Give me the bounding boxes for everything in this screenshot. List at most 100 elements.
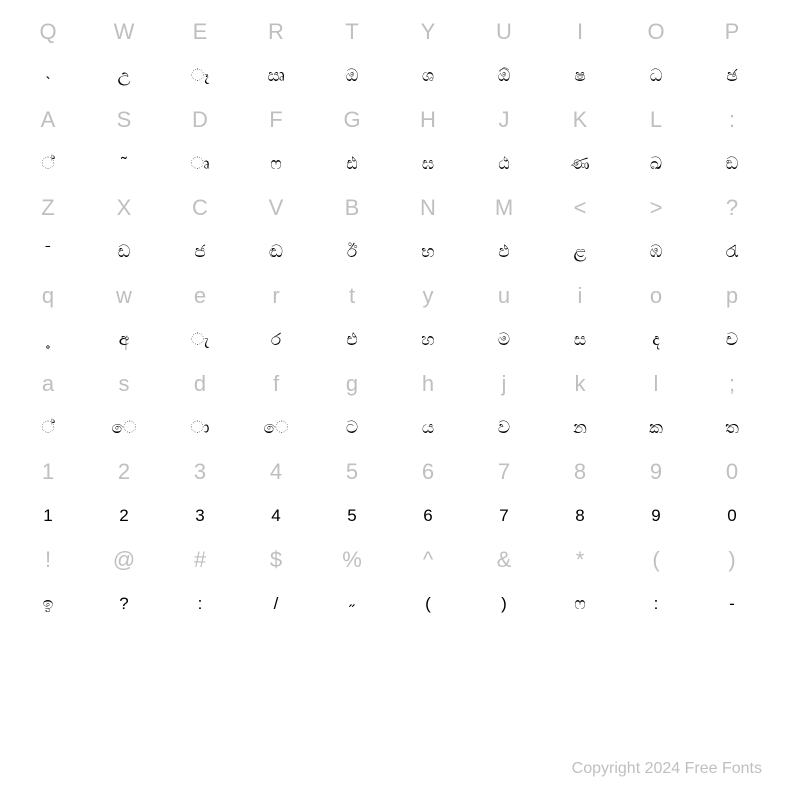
key-label: w (86, 274, 162, 318)
character-map-grid: QWERTYUIOP˴උෑඍඔශඕෂධඡASDFGHJKL:්˜ෘෆඪඝඨණඛඞ… (10, 0, 770, 626)
glyph-label: 8 (542, 494, 618, 538)
glyph-label: ම (466, 318, 542, 362)
glyph-label: ˳ (10, 318, 86, 362)
glyph-label: ව (466, 406, 542, 450)
key-label: R (238, 10, 314, 54)
glyph-label: - (694, 582, 770, 626)
key-label: 2 (86, 450, 162, 494)
key-label: 8 (542, 450, 618, 494)
key-label: 4 (238, 450, 314, 494)
key-label: O (618, 10, 694, 54)
key-label: a (10, 362, 86, 406)
glyph-label: : (618, 582, 694, 626)
glyph-label: ක (618, 406, 694, 450)
key-label: K (542, 98, 618, 142)
key-label: F (238, 98, 314, 142)
key-label: P (694, 10, 770, 54)
key-label: e (162, 274, 238, 318)
glyph-label: 3 (162, 494, 238, 538)
key-label: D (162, 98, 238, 142)
key-label: W (86, 10, 162, 54)
key-label: H (390, 98, 466, 142)
key-label: Y (390, 10, 466, 54)
glyph-label: ධ (618, 54, 694, 98)
key-label: 0 (694, 450, 770, 494)
glyph-label: ˜ (86, 142, 162, 186)
key-label: i (542, 274, 618, 318)
key-label: X (86, 186, 162, 230)
key-label: % (314, 538, 390, 582)
glyph-label: ඬ (238, 230, 314, 274)
glyph-label: 0 (694, 494, 770, 538)
glyph-label: ත (694, 406, 770, 450)
key-label: h (390, 362, 466, 406)
key-label: M (466, 186, 542, 230)
key-label: t (314, 274, 390, 318)
glyph-label: 1 (10, 494, 86, 538)
glyph-label: ා (162, 406, 238, 450)
key-label: f (238, 362, 314, 406)
key-label: r (238, 274, 314, 318)
key-label: d (162, 362, 238, 406)
glyph-label: ර (238, 318, 314, 362)
key-label: S (86, 98, 162, 142)
key-label: & (466, 538, 542, 582)
key-label: 9 (618, 450, 694, 494)
key-label: 5 (314, 450, 390, 494)
glyph-label: ˴ (10, 54, 86, 98)
glyph-label: ද (618, 318, 694, 362)
key-label: N (390, 186, 466, 230)
key-label: ! (10, 538, 86, 582)
key-label: 6 (390, 450, 466, 494)
glyph-label: ච (694, 318, 770, 362)
key-label: q (10, 274, 86, 318)
glyph-label: ් (10, 406, 86, 450)
glyph-label: ෑ (162, 54, 238, 98)
key-label: * (542, 538, 618, 582)
glyph-label: උ (86, 54, 162, 98)
glyph-label: ෘ (162, 142, 238, 186)
glyph-label: ? (86, 582, 162, 626)
key-label: @ (86, 538, 162, 582)
key-label: s (86, 362, 162, 406)
key-label: : (694, 98, 770, 142)
glyph-label: 6 (390, 494, 466, 538)
glyph-label: ෙ (238, 406, 314, 450)
glyph-label: ඹ (618, 230, 694, 274)
glyph-label: ඝ (390, 142, 466, 186)
glyph-label: ට (314, 406, 390, 450)
key-label: l (618, 362, 694, 406)
glyph-label: අ (86, 318, 162, 362)
key-label: ( (618, 538, 694, 582)
glyph-label: ැ (162, 318, 238, 362)
key-label: A (10, 98, 86, 142)
glyph-label: ඨ (466, 142, 542, 186)
key-label: g (314, 362, 390, 406)
glyph-label: ˶ (314, 582, 390, 626)
key-label: T (314, 10, 390, 54)
glyph-label: ණ (542, 142, 618, 186)
glyph-label: ) (466, 582, 542, 626)
key-label: L (618, 98, 694, 142)
glyph-label: භ (390, 230, 466, 274)
copyright-text: Copyright 2024 Free Fonts (572, 760, 762, 778)
key-label: y (390, 274, 466, 318)
glyph-label: / (238, 582, 314, 626)
glyph-label: ඞ (694, 142, 770, 186)
glyph-label: : (162, 582, 238, 626)
glyph-label: ජ (162, 230, 238, 274)
glyph-label: ස (542, 318, 618, 362)
glyph-label: ඵ (466, 230, 542, 274)
key-label: C (162, 186, 238, 230)
key-label: p (694, 274, 770, 318)
key-label: J (466, 98, 542, 142)
key-label: ) (694, 538, 770, 582)
key-label: > (618, 186, 694, 230)
key-label: Z (10, 186, 86, 230)
glyph-label: ඔ (314, 54, 390, 98)
key-label: ^ (390, 538, 466, 582)
key-label: G (314, 98, 390, 142)
glyph-label: ඛ (618, 142, 694, 186)
glyph-label: ( (390, 582, 466, 626)
glyph-label: ඡ (694, 54, 770, 98)
